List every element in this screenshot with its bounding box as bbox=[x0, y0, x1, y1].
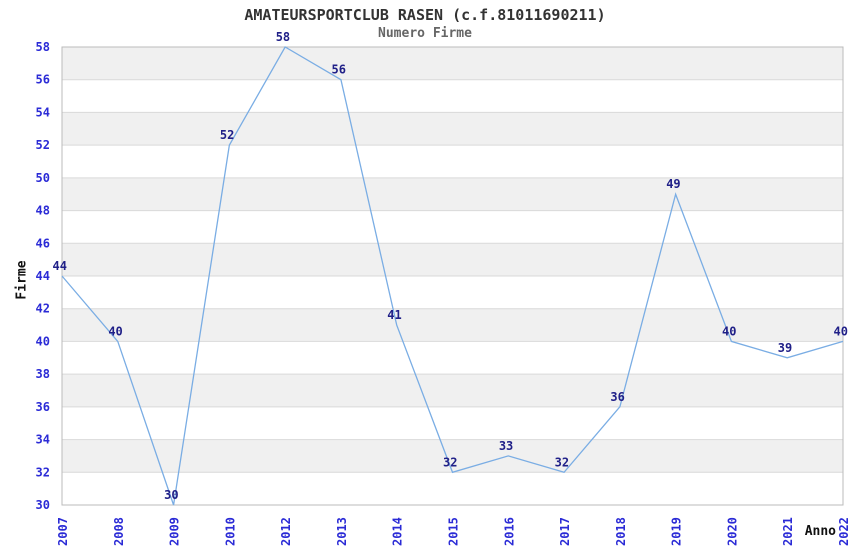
x-tick-label: 2008 bbox=[112, 517, 126, 546]
x-tick-label: 2015 bbox=[447, 517, 461, 546]
data-point-label: 56 bbox=[331, 63, 345, 77]
y-tick-label: 48 bbox=[36, 204, 50, 218]
plot-band bbox=[62, 308, 843, 342]
chart-subtitle: Numero Firme bbox=[378, 26, 472, 41]
y-tick-label: 52 bbox=[36, 138, 50, 152]
data-point-label: 44 bbox=[53, 259, 67, 273]
plot-band bbox=[62, 112, 843, 146]
x-tick-label: 2012 bbox=[279, 517, 293, 546]
data-point-label: 32 bbox=[555, 455, 569, 469]
data-point-label: 58 bbox=[276, 30, 290, 44]
y-tick-label: 36 bbox=[36, 400, 50, 414]
x-tick-label: 2018 bbox=[614, 517, 628, 546]
data-point-label: 40 bbox=[108, 324, 122, 338]
y-tick-label: 44 bbox=[36, 269, 50, 283]
x-tick-label: 2013 bbox=[335, 517, 349, 546]
y-tick-label: 46 bbox=[36, 236, 50, 250]
data-point-label: 36 bbox=[610, 390, 624, 404]
x-tick-label: 2020 bbox=[725, 517, 739, 546]
plot-band bbox=[62, 439, 843, 473]
data-series-line bbox=[61, 46, 844, 506]
data-point-label: 40 bbox=[722, 324, 736, 338]
data-point-label: 41 bbox=[387, 308, 401, 322]
y-tick-label: 50 bbox=[36, 171, 50, 185]
data-point-label: 33 bbox=[499, 439, 513, 453]
y-tick-label: 32 bbox=[36, 465, 50, 479]
data-point-label: 30 bbox=[164, 488, 178, 502]
y-tick-label: 30 bbox=[36, 498, 50, 512]
x-tick-label: 2014 bbox=[391, 517, 405, 546]
plot-band bbox=[62, 243, 843, 276]
y-tick-label: 38 bbox=[36, 367, 50, 381]
data-point-label: 49 bbox=[666, 177, 680, 191]
y-tick-label: 34 bbox=[36, 433, 50, 447]
chart-title: AMATEURSPORTCLUB RASEN (c.f.81011690211) bbox=[244, 6, 606, 24]
y-tick-label: 54 bbox=[36, 105, 50, 119]
data-point-label: 40 bbox=[834, 324, 848, 338]
y-tick-label: 58 bbox=[36, 40, 50, 54]
x-tick-label: 2010 bbox=[223, 517, 237, 546]
y-axis-title: Firme bbox=[14, 260, 30, 300]
x-tick-label: 2021 bbox=[781, 517, 795, 546]
x-tick-label: 2017 bbox=[558, 517, 572, 546]
plot-band bbox=[62, 47, 843, 80]
data-point-label: 52 bbox=[220, 128, 234, 142]
plot-band bbox=[62, 374, 843, 407]
plot-band bbox=[62, 177, 843, 211]
x-tick-label: 2007 bbox=[56, 517, 70, 546]
x-tick-label: 2016 bbox=[502, 517, 516, 546]
x-tick-label: 2019 bbox=[670, 517, 684, 546]
data-point-label: 39 bbox=[778, 341, 792, 355]
x-tick-label: 2022 bbox=[837, 517, 850, 546]
x-axis-title: Anno bbox=[804, 524, 836, 539]
y-tick-label: 40 bbox=[36, 334, 50, 348]
data-point-label: 32 bbox=[443, 455, 457, 469]
x-tick-label: 2009 bbox=[168, 517, 182, 546]
y-tick-label: 42 bbox=[36, 302, 50, 316]
y-tick-label: 56 bbox=[36, 73, 50, 87]
